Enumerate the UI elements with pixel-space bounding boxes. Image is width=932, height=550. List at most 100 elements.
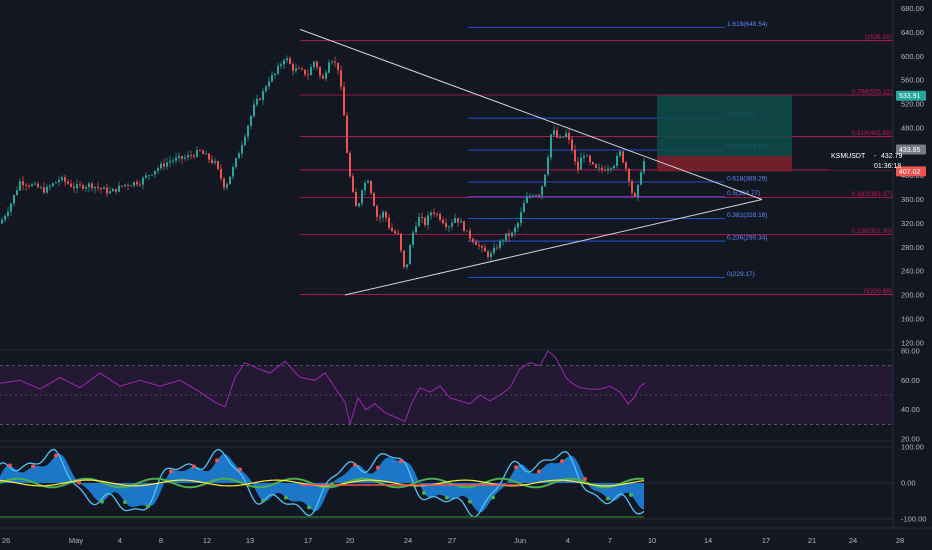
candle-body xyxy=(379,216,381,218)
osc-signal-dot xyxy=(399,459,403,464)
candle-body xyxy=(112,188,114,192)
candle-body xyxy=(385,211,387,218)
price-tag-label: 407.02 xyxy=(899,169,921,176)
candle-body xyxy=(217,161,219,169)
price-tick-label: 320.00 xyxy=(901,219,924,228)
candle-body xyxy=(412,232,414,246)
candle-body xyxy=(346,115,348,153)
time-tick-label: 7 xyxy=(608,536,612,545)
candle-body xyxy=(49,185,51,187)
price-tick-label: 600.00 xyxy=(901,52,924,61)
candle-body xyxy=(163,163,165,167)
long-position-tool[interactable] xyxy=(657,95,792,172)
candle-body xyxy=(307,74,309,76)
price-tag-label: 433.85 xyxy=(899,147,921,154)
candle-body xyxy=(106,187,108,194)
candle-body xyxy=(352,176,354,193)
candle-body xyxy=(19,181,21,191)
candle-body xyxy=(205,153,207,155)
candle-body xyxy=(268,81,270,87)
osc-wave-area xyxy=(0,453,644,513)
candle-body xyxy=(193,155,195,157)
candle-body xyxy=(343,86,345,116)
candle-body xyxy=(22,181,24,186)
osc-signal-dot xyxy=(422,490,426,495)
candle-body xyxy=(271,74,273,82)
rsi-line xyxy=(0,350,646,427)
candle-body xyxy=(241,145,243,154)
fib-blue-label: 0.618(389.29) xyxy=(727,176,767,183)
candle-body xyxy=(328,62,330,73)
candle-body xyxy=(580,157,582,170)
candle-body xyxy=(157,168,159,171)
osc-signal-dot xyxy=(330,481,334,486)
fib-blue-label: 0.382(328.18) xyxy=(727,212,767,219)
candle-body xyxy=(535,195,537,196)
osc-signal-dot xyxy=(491,495,495,500)
candle-body xyxy=(184,157,186,159)
osc-signal-dot xyxy=(629,492,633,497)
candle-body xyxy=(97,186,99,188)
candle-body xyxy=(484,247,486,252)
candle-body xyxy=(121,185,123,187)
candle-body xyxy=(94,186,96,189)
candle-body xyxy=(67,181,69,184)
candle-body xyxy=(358,203,360,207)
candle-body xyxy=(565,133,567,137)
candle-body xyxy=(154,170,156,175)
candle-body xyxy=(301,68,303,70)
candle-body xyxy=(589,155,591,162)
price-tick-label: 280.00 xyxy=(901,243,924,252)
candle-body xyxy=(355,192,357,207)
candle-body xyxy=(100,187,102,190)
candle-body xyxy=(172,160,174,162)
candle-body xyxy=(568,133,570,140)
candle-body xyxy=(196,150,198,157)
triangle-trendlines[interactable] xyxy=(299,28,763,296)
fib-blue-label: 0(229.17) xyxy=(727,271,755,278)
time-tick-label: 24 xyxy=(849,536,857,545)
osc-signal-dot xyxy=(353,462,357,467)
candle-body xyxy=(463,221,465,232)
candle-body xyxy=(433,212,435,215)
candle-body xyxy=(37,183,39,188)
candle-body xyxy=(505,233,507,241)
candle-body xyxy=(58,179,60,183)
osc-tick-label: -100.00 xyxy=(901,515,926,524)
candle-body xyxy=(607,168,609,171)
candle-body xyxy=(31,184,33,187)
candle-body xyxy=(7,211,9,216)
osc-signal-dot xyxy=(8,463,12,468)
candle-body xyxy=(637,184,639,197)
candle-body xyxy=(283,60,285,65)
candle-body xyxy=(136,182,138,185)
candle-body xyxy=(547,157,549,175)
fib-red-label: 1(626.09) xyxy=(864,34,892,41)
symbol-label-bg xyxy=(829,150,895,170)
candle-body xyxy=(238,153,240,159)
candle-body xyxy=(520,212,522,224)
candle-body xyxy=(376,205,378,217)
candle-body xyxy=(334,61,336,63)
candle-body xyxy=(415,226,417,233)
candle-body xyxy=(274,73,276,75)
candle-body xyxy=(226,184,228,188)
candle-body xyxy=(325,72,327,79)
osc-tick-label: 0.00 xyxy=(901,479,916,488)
candle-body xyxy=(604,169,606,171)
candle-body xyxy=(211,159,213,163)
candle-body xyxy=(643,161,645,173)
candle-body xyxy=(79,184,81,186)
candle-body xyxy=(253,104,255,116)
osc-signal-dot xyxy=(445,495,449,500)
candle-body xyxy=(442,219,444,224)
candle-body xyxy=(175,157,177,161)
price-tick-label: 680.00 xyxy=(901,4,924,13)
candle-body xyxy=(133,182,135,186)
candle-body xyxy=(421,217,423,219)
candle-body xyxy=(424,218,426,225)
candle-body xyxy=(235,158,237,168)
price-tick-label: 560.00 xyxy=(901,76,924,85)
symbol-dash: - xyxy=(874,153,877,160)
